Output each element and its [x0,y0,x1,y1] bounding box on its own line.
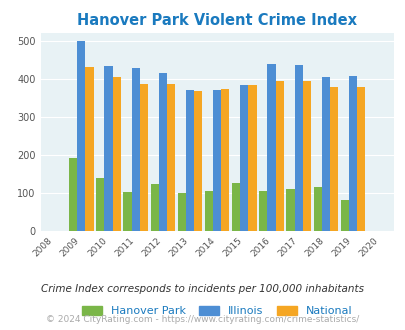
Bar [275,81,283,231]
Bar [85,67,93,231]
Bar [96,179,104,231]
Legend: Hanover Park, Illinois, National: Hanover Park, Illinois, National [77,301,356,320]
Bar [286,189,294,231]
Bar [248,85,256,231]
Bar [348,76,356,231]
Bar [131,68,139,231]
Bar [104,66,112,231]
Bar [240,85,248,231]
Bar [340,200,348,231]
Bar [267,64,275,231]
Title: Hanover Park Violent Crime Index: Hanover Park Violent Crime Index [77,13,356,28]
Bar [139,83,147,231]
Bar [213,90,221,231]
Bar [356,87,364,231]
Text: © 2024 CityRating.com - https://www.cityrating.com/crime-statistics/: © 2024 CityRating.com - https://www.city… [46,315,359,324]
Bar [185,90,194,231]
Bar [232,183,240,231]
Bar [302,81,310,231]
Bar [77,41,85,231]
Bar [329,87,337,231]
Bar [205,191,213,231]
Bar [294,65,302,231]
Bar [158,73,166,231]
Bar [123,192,131,231]
Text: Crime Index corresponds to incidents per 100,000 inhabitants: Crime Index corresponds to incidents per… [41,284,364,294]
Bar [221,88,229,231]
Bar [177,192,185,231]
Bar [166,83,175,231]
Bar [112,77,120,231]
Bar [69,157,77,231]
Bar [259,191,267,231]
Bar [313,187,321,231]
Bar [321,77,329,231]
Bar [150,184,158,231]
Bar [194,91,202,231]
